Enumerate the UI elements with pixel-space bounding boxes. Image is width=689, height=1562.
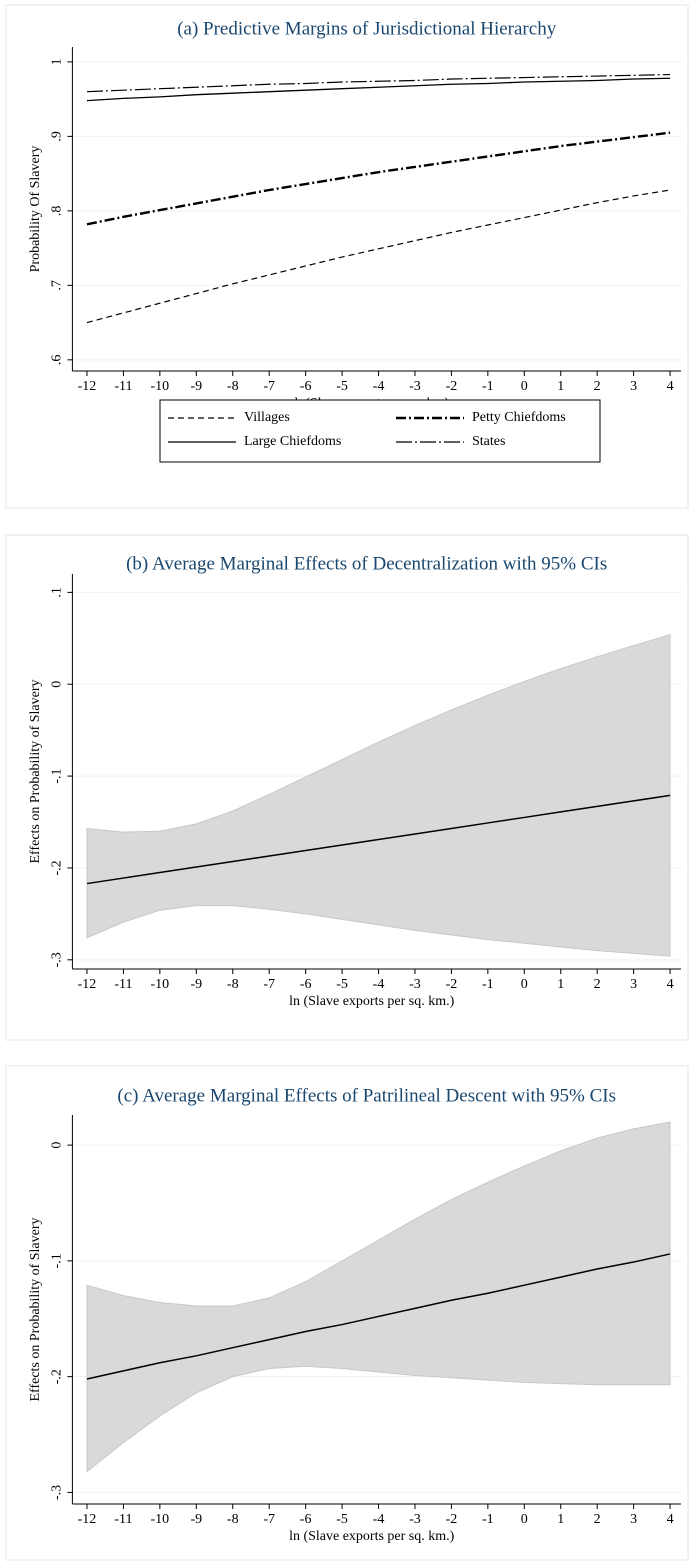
x-tick-label: -3 [409, 1512, 421, 1527]
x-axis-label: ln (Slave exports per sq. km.) [289, 1529, 455, 1544]
y-tick-label: -.3 [50, 952, 65, 967]
y-axis-label: Probability Of Slavery [28, 146, 43, 273]
estimate-line [86, 794, 671, 885]
x-tick-label: -10 [151, 379, 170, 394]
y-tick-label: .1 [50, 587, 65, 598]
x-tick-label: 2 [594, 977, 601, 992]
x-tick-label: -12 [78, 977, 97, 992]
x-tick-label: -10 [151, 977, 170, 992]
x-tick-label: -2 [446, 379, 458, 394]
y-tick-label: 0 [50, 1142, 65, 1149]
x-tick-label: -9 [190, 1512, 202, 1527]
x-tick-label: 3 [630, 977, 637, 992]
x-tick-label: -4 [373, 977, 385, 992]
y-tick-label: -.2 [50, 1369, 65, 1384]
legend-label: Large Chiefdoms [244, 434, 341, 449]
x-tick-label: -6 [300, 1512, 312, 1527]
x-tick-label: -11 [114, 977, 132, 992]
y-tick-label: -.2 [50, 860, 65, 875]
ci-band [86, 633, 671, 957]
x-tick-label: -5 [336, 379, 348, 394]
x-tick-label: -1 [482, 379, 494, 394]
x-tick-label: -2 [446, 1512, 458, 1527]
y-axis-label: Effects on Probability of Slavery [28, 679, 43, 863]
x-tick-label: -8 [227, 1512, 239, 1527]
y-axis-label: Effects on Probability of Slavery [28, 1217, 43, 1401]
x-tick-label: 0 [521, 379, 528, 394]
x-tick-label: -2 [446, 977, 458, 992]
x-tick-label: 0 [521, 1512, 528, 1527]
x-tick-label: -9 [190, 977, 202, 992]
estimate-line [86, 1253, 671, 1380]
y-tick-label: .8 [50, 206, 65, 217]
x-tick-label: -6 [300, 379, 312, 394]
legend-label: Petty Chiefdoms [472, 410, 566, 425]
x-tick-label: -9 [190, 379, 202, 394]
series-line [86, 77, 671, 102]
y-tick-label: .6 [50, 355, 65, 366]
ci-band [86, 1121, 671, 1473]
x-tick-label: 3 [630, 1512, 637, 1527]
x-tick-label: -11 [114, 1512, 132, 1527]
x-tick-label: -7 [263, 977, 275, 992]
legend-label: States [472, 434, 505, 449]
y-tick-label: .7 [50, 280, 65, 291]
x-axis-label: ln (Slave exports per sq. km.) [289, 994, 455, 1009]
x-tick-label: -1 [482, 1512, 494, 1527]
x-tick-label: 2 [594, 379, 601, 394]
x-tick-label: -7 [263, 379, 275, 394]
x-tick-label: -10 [151, 1512, 170, 1527]
x-tick-label: -11 [114, 379, 132, 394]
chart-title: (c) Average Marginal Effects of Patrilin… [117, 1085, 616, 1106]
panel: (b) Average Marginal Effects of Decentra… [5, 534, 689, 1041]
x-tick-label: -3 [409, 977, 421, 992]
x-tick-label: -3 [409, 379, 421, 394]
x-tick-label: 1 [557, 977, 564, 992]
x-tick-label: -4 [373, 379, 385, 394]
x-tick-label: -7 [263, 1512, 275, 1527]
x-tick-label: -1 [482, 977, 494, 992]
x-tick-label: 1 [557, 379, 564, 394]
x-tick-label: 1 [557, 1512, 564, 1527]
legend-label: Villages [244, 410, 290, 425]
x-tick-label: -12 [78, 379, 97, 394]
series-line [86, 73, 671, 93]
x-tick-label: -5 [336, 977, 348, 992]
y-tick-label: 0 [50, 681, 65, 688]
x-tick-label: -8 [227, 379, 239, 394]
x-tick-label: 4 [667, 379, 674, 394]
y-tick-label: -.1 [50, 1253, 65, 1268]
y-tick-label: .9 [50, 131, 65, 142]
chart-title: (b) Average Marginal Effects of Decentra… [126, 553, 607, 574]
x-tick-label: 0 [521, 977, 528, 992]
series-line [86, 189, 671, 324]
x-tick-label: -6 [300, 977, 312, 992]
y-tick-label: 1 [50, 58, 65, 65]
x-tick-label: -8 [227, 977, 239, 992]
chart-title: (a) Predictive Margins of Jurisdictional… [177, 18, 557, 39]
x-tick-label: 3 [630, 379, 637, 394]
x-tick-label: -4 [373, 1512, 385, 1527]
x-tick-label: 4 [667, 1512, 674, 1527]
panel: (a) Predictive Margins of Jurisdictional… [5, 4, 689, 509]
x-tick-label: -12 [78, 1512, 97, 1527]
y-tick-label: -.1 [50, 769, 65, 784]
series-line [86, 131, 671, 226]
x-tick-label: 2 [594, 1512, 601, 1527]
legend-box [159, 399, 601, 463]
x-tick-label: 4 [667, 977, 674, 992]
y-tick-label: -.3 [50, 1485, 65, 1500]
panel: (c) Average Marginal Effects of Patrilin… [5, 1065, 689, 1561]
x-tick-label: -5 [336, 1512, 348, 1527]
